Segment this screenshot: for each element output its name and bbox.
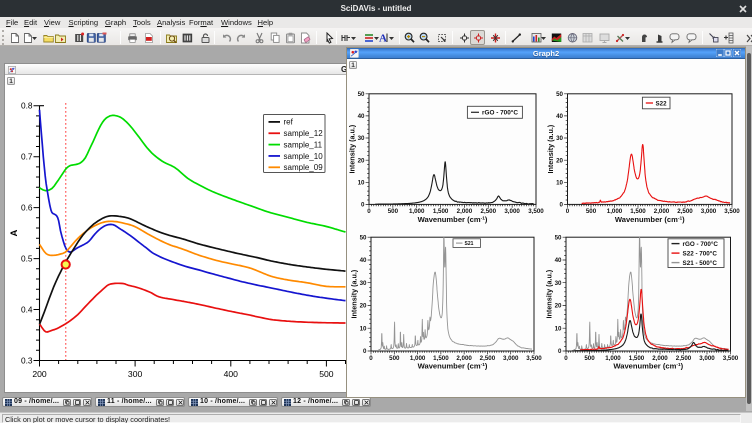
svg-text:A: A <box>379 33 387 45</box>
